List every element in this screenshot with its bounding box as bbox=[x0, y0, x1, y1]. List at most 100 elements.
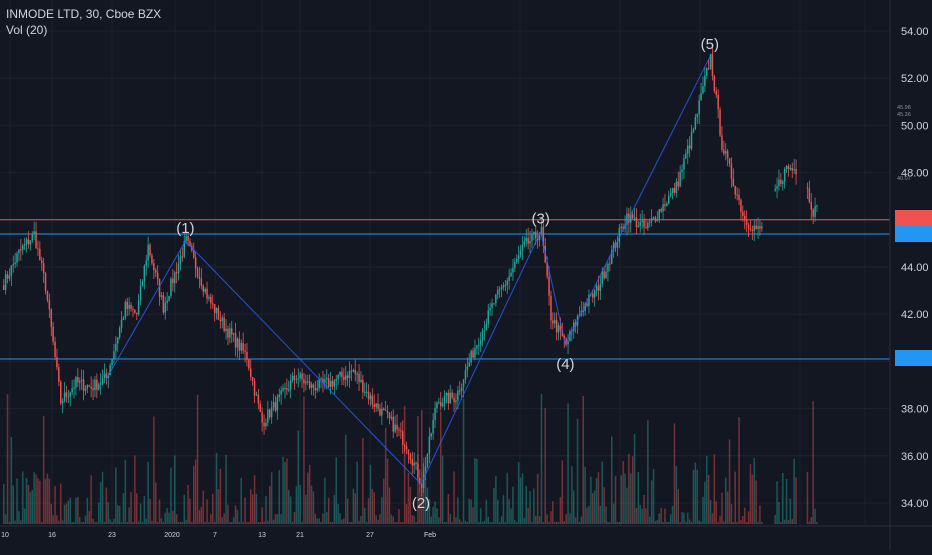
volume-bar bbox=[751, 474, 754, 524]
volume-bar bbox=[381, 496, 383, 524]
volume-bar bbox=[757, 521, 759, 524]
candle bbox=[111, 359, 113, 365]
candle bbox=[84, 388, 87, 391]
price-badge[interactable] bbox=[895, 226, 932, 242]
candle bbox=[795, 169, 797, 175]
candle bbox=[278, 394, 280, 398]
candle bbox=[348, 370, 351, 379]
candle bbox=[130, 304, 132, 309]
volume-bar bbox=[635, 508, 638, 524]
price-axis[interactable]: 54.0052.0050.0048.0046.0044.0042.0040.00… bbox=[889, 0, 932, 550]
wave-line[interactable] bbox=[105, 240, 186, 381]
volume-indicator-label[interactable]: Vol (20) bbox=[6, 23, 48, 37]
wave-line[interactable] bbox=[540, 231, 566, 345]
wave-label[interactable]: (2) bbox=[412, 495, 430, 512]
volume-bar bbox=[612, 503, 615, 524]
wave-line[interactable] bbox=[564, 56, 711, 346]
volume-bar bbox=[662, 522, 664, 524]
volume-bar bbox=[94, 521, 96, 524]
volume-bar bbox=[498, 522, 501, 524]
candle bbox=[717, 94, 719, 110]
volume-bar bbox=[808, 521, 811, 524]
wave-label[interactable]: (4) bbox=[556, 356, 574, 373]
wave-line[interactable] bbox=[420, 231, 542, 485]
wave-label[interactable]: (1) bbox=[176, 220, 194, 237]
candle bbox=[438, 402, 440, 404]
candle bbox=[225, 328, 227, 331]
candle bbox=[698, 100, 700, 115]
volume-bar bbox=[683, 512, 685, 524]
volume-bar bbox=[301, 522, 303, 524]
volume-bar bbox=[69, 497, 71, 524]
candle bbox=[217, 308, 220, 320]
volume-bar bbox=[574, 517, 577, 524]
volume-bar bbox=[749, 464, 752, 524]
volume-bar bbox=[348, 522, 351, 524]
price-tick-label: 36.00 bbox=[901, 451, 929, 463]
candle bbox=[595, 285, 598, 291]
volume-bar bbox=[107, 502, 109, 524]
volume-bar bbox=[215, 452, 218, 524]
volume-bar bbox=[415, 522, 417, 524]
candle bbox=[668, 195, 670, 204]
volume-bar bbox=[137, 521, 140, 524]
volume-bar bbox=[721, 492, 723, 524]
volume-bar bbox=[595, 478, 598, 524]
volume-bar bbox=[278, 470, 280, 524]
candle bbox=[392, 416, 394, 432]
small-price-label: 45.98 bbox=[897, 105, 911, 111]
volume-bar bbox=[297, 430, 299, 524]
volume-bar bbox=[208, 522, 210, 524]
volume-bar bbox=[795, 477, 797, 524]
volume-bar bbox=[614, 476, 617, 524]
candle bbox=[687, 145, 689, 154]
time-axis[interactable]: 10 16 23 2020 7 13 21 27 Feb bbox=[0, 525, 932, 539]
wave-line[interactable] bbox=[185, 240, 422, 485]
candles bbox=[3, 46, 818, 497]
volume-bar bbox=[22, 471, 24, 524]
volume-bar bbox=[538, 516, 541, 524]
volume-bar bbox=[350, 522, 353, 524]
volume-bar bbox=[462, 398, 465, 524]
wave-label[interactable]: (3) bbox=[532, 211, 550, 228]
volume-bar bbox=[717, 522, 719, 524]
candle bbox=[546, 262, 548, 277]
volume-bar bbox=[776, 481, 778, 524]
volume-bar bbox=[700, 521, 702, 524]
candle bbox=[79, 380, 81, 383]
candle bbox=[540, 226, 543, 236]
symbol-title[interactable]: INMODE LTD, 30, Cboe BZX bbox=[6, 7, 162, 21]
volume-bar bbox=[124, 459, 127, 524]
volume-bar bbox=[257, 522, 260, 524]
volume-bar bbox=[96, 521, 98, 524]
candle bbox=[291, 375, 294, 381]
price-badge[interactable] bbox=[895, 210, 932, 226]
candle bbox=[630, 213, 632, 223]
volume-bar bbox=[466, 522, 469, 524]
wave-label[interactable]: (5) bbox=[701, 36, 719, 53]
volume-bar bbox=[379, 514, 381, 524]
candle bbox=[16, 253, 18, 263]
candle bbox=[289, 380, 292, 390]
price-badge[interactable] bbox=[895, 350, 932, 366]
candle bbox=[519, 250, 522, 256]
volume-bar bbox=[730, 504, 733, 524]
volume-bar bbox=[428, 499, 431, 524]
candle bbox=[491, 303, 493, 308]
volume-bar bbox=[206, 499, 208, 524]
volume-bars bbox=[3, 394, 818, 524]
volume-bar bbox=[656, 520, 659, 524]
candle bbox=[793, 169, 795, 171]
volume-bar bbox=[345, 434, 347, 524]
volume-bar bbox=[312, 491, 315, 524]
volume-bar bbox=[25, 477, 28, 524]
candle bbox=[223, 317, 225, 331]
candle bbox=[650, 218, 653, 222]
candle bbox=[221, 317, 223, 322]
candle bbox=[367, 391, 370, 400]
volume-bar bbox=[555, 521, 558, 524]
candle bbox=[141, 281, 144, 286]
volume-bar bbox=[360, 516, 362, 524]
